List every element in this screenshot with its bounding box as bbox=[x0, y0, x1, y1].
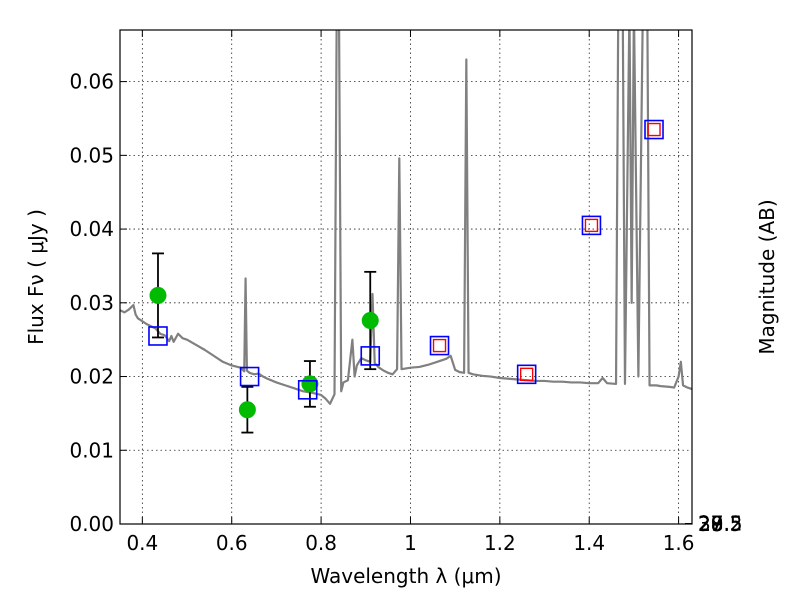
x-axis-label: Wavelength λ (μm) bbox=[310, 564, 501, 588]
model-photometry-point bbox=[581, 215, 602, 236]
model-photometry-point bbox=[429, 335, 450, 356]
y2-axis-label: Magnitude (AB) bbox=[755, 199, 779, 354]
x-tick-label: 1.2 bbox=[484, 531, 516, 555]
x-tick-label: 1.4 bbox=[573, 531, 605, 555]
axes-ticks: 0.4 0.6 0.8 1 1.2 1.4 1.6 0.00 0.01 0.02 0.03 0.04 0… bbox=[69, 30, 743, 555]
y-tick-label: 0.05 bbox=[69, 143, 114, 167]
observed-point bbox=[361, 312, 379, 330]
y2-tick-label: 28.5 bbox=[698, 512, 743, 536]
y-tick-label: 0.00 bbox=[69, 512, 114, 536]
grid bbox=[120, 30, 692, 525]
x-tick-label: 1 bbox=[404, 531, 417, 555]
y-tick-label: 0.01 bbox=[69, 438, 114, 462]
model-photometry-point bbox=[360, 346, 381, 366]
y-tick-label: 0.03 bbox=[69, 291, 114, 315]
x-tick-label: 0.4 bbox=[126, 531, 158, 555]
y2-tick-label: 29 bbox=[698, 512, 723, 536]
observed-point bbox=[238, 401, 256, 419]
x-tick-label: 0.6 bbox=[216, 531, 248, 555]
x-tick-label: 1.6 bbox=[663, 531, 695, 555]
x-tick-label: 0.8 bbox=[305, 531, 337, 555]
y-tick-label: 0.02 bbox=[69, 365, 114, 389]
y2-tick-label: 27.5 bbox=[698, 512, 743, 536]
model-photometry-point bbox=[644, 119, 664, 140]
model-photometry-inner bbox=[647, 122, 661, 137]
y2-tick-label: 30 bbox=[698, 512, 723, 536]
model-photometry-inner bbox=[432, 338, 447, 353]
y2-tick-label: 27 bbox=[698, 512, 723, 536]
plot-area bbox=[120, 30, 692, 434]
y-tick-label: 0.06 bbox=[69, 70, 114, 94]
y-axis-label: Flux Fν ( μJy ) bbox=[24, 209, 48, 345]
model-photometry-point bbox=[516, 364, 537, 385]
model-photometry-point bbox=[148, 326, 168, 346]
model-photometry-point bbox=[239, 366, 260, 387]
observed-point bbox=[301, 375, 319, 393]
model-photometry-inner bbox=[584, 218, 599, 233]
model-spectrum-line bbox=[120, 30, 692, 405]
y-tick-label: 0.04 bbox=[69, 217, 114, 241]
observed-point bbox=[149, 286, 167, 304]
model-photometry-point bbox=[297, 380, 318, 400]
y2-tick-label: 28 bbox=[698, 512, 723, 536]
plot-frame bbox=[119, 29, 693, 525]
y2-tick-label: 27.2 bbox=[698, 512, 743, 536]
model-photometry-inner bbox=[519, 367, 534, 382]
